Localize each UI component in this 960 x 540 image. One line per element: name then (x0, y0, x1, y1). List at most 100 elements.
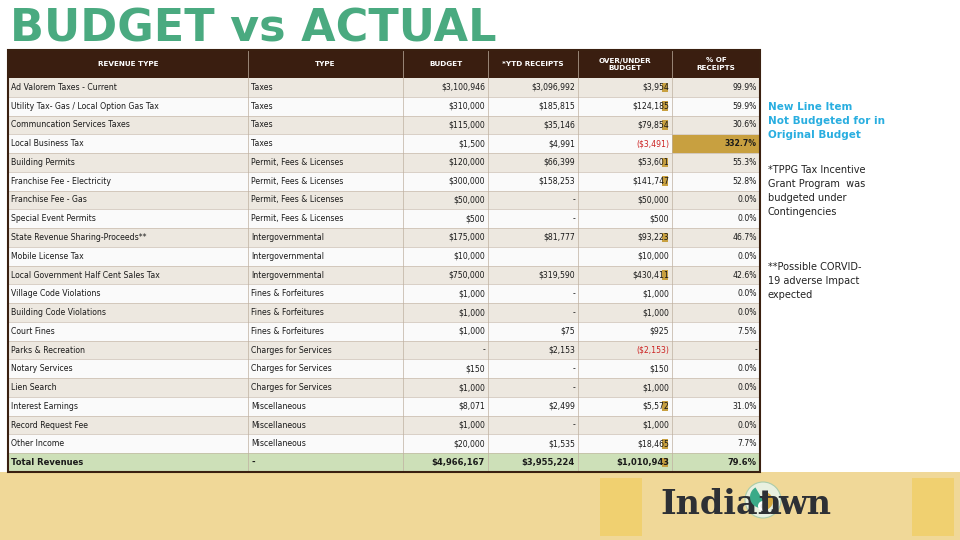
Text: $93,223: $93,223 (637, 233, 669, 242)
Text: Notary Services: Notary Services (11, 364, 73, 373)
Text: -: - (572, 308, 575, 317)
Text: Franchise Fee - Gas: Franchise Fee - Gas (11, 195, 86, 205)
Text: $35,146: $35,146 (543, 120, 575, 130)
Text: $158,253: $158,253 (539, 177, 575, 186)
Text: 59.9%: 59.9% (732, 102, 757, 111)
Bar (8, 50, 760, 78)
Text: Village Code Violations: Village Code Violations (11, 289, 101, 298)
Bar (662, 102, 668, 111)
Text: -: - (482, 346, 485, 355)
Text: Permit, Fees & Licenses: Permit, Fees & Licenses (251, 214, 344, 223)
Text: 46.7%: 46.7% (732, 233, 757, 242)
Text: $500: $500 (650, 214, 669, 223)
Text: $115,000: $115,000 (448, 120, 485, 130)
Bar (8, 50, 760, 472)
Bar (8, 435, 760, 453)
Bar (8, 397, 760, 416)
Text: -: - (572, 195, 575, 205)
Bar (662, 83, 668, 92)
Text: Court Fines: Court Fines (11, 327, 55, 336)
Text: Fines & Forfeitures: Fines & Forfeitures (251, 289, 324, 298)
Text: $75: $75 (561, 327, 575, 336)
Text: $150: $150 (649, 364, 669, 373)
Text: Taxes: Taxes (251, 102, 273, 111)
Text: ($3,491): ($3,491) (636, 139, 669, 148)
Bar (672, 135, 759, 152)
Text: Fines & Forfeitures: Fines & Forfeitures (251, 308, 324, 317)
Text: $500: $500 (466, 214, 485, 223)
Circle shape (760, 503, 765, 509)
Bar (8, 50, 760, 472)
Bar (8, 116, 760, 134)
Text: Charges for Services: Charges for Services (251, 364, 332, 373)
Text: New Line Item
Not Budgeted for in
Original Budget: New Line Item Not Budgeted for in Origin… (768, 102, 885, 140)
Text: % OF
RECEIPTS: % OF RECEIPTS (697, 57, 735, 71)
Text: -: - (572, 383, 575, 392)
Text: Parks & Recreation: Parks & Recreation (11, 346, 85, 355)
Text: $3,096,992: $3,096,992 (531, 83, 575, 92)
Bar (8, 322, 760, 341)
Text: Communcation Services Taxes: Communcation Services Taxes (11, 120, 130, 130)
Text: Ad Valorem Taxes - Current: Ad Valorem Taxes - Current (11, 83, 117, 92)
Text: -: - (572, 289, 575, 298)
Text: $750,000: $750,000 (448, 271, 485, 280)
Bar (0, 472, 960, 540)
Text: Interest Earnings: Interest Earnings (11, 402, 78, 411)
Text: $1,500: $1,500 (458, 139, 485, 148)
Text: Indian: Indian (660, 489, 781, 522)
Text: $1,000: $1,000 (642, 421, 669, 430)
Text: $2,499: $2,499 (548, 402, 575, 411)
Text: $1,000: $1,000 (642, 308, 669, 317)
Text: ($2,153): ($2,153) (636, 346, 669, 355)
Text: $10,000: $10,000 (637, 252, 669, 261)
Text: Local Government Half Cent Sales Tax: Local Government Half Cent Sales Tax (11, 271, 160, 280)
Text: $5,572: $5,572 (642, 402, 669, 411)
Text: 7.7%: 7.7% (737, 440, 757, 448)
Bar (662, 120, 668, 130)
Bar (8, 378, 760, 397)
Text: $1,535: $1,535 (548, 440, 575, 448)
Text: Miscellaneous: Miscellaneous (251, 440, 306, 448)
Bar (8, 416, 760, 435)
Text: 332.7%: 332.7% (725, 139, 757, 148)
Text: $1,000: $1,000 (458, 327, 485, 336)
Text: 99.9%: 99.9% (732, 83, 757, 92)
Text: $141,747: $141,747 (632, 177, 669, 186)
Text: 0.0%: 0.0% (737, 364, 757, 373)
Text: Special Event Permits: Special Event Permits (11, 214, 96, 223)
Text: $20,000: $20,000 (453, 440, 485, 448)
Text: Taxes: Taxes (251, 120, 273, 130)
Bar (912, 478, 954, 536)
Text: 79.6%: 79.6% (728, 458, 757, 467)
Text: Intergovernmental: Intergovernmental (251, 233, 324, 242)
Circle shape (745, 482, 781, 518)
Text: 31.0%: 31.0% (732, 402, 757, 411)
Text: $4,966,167: $4,966,167 (432, 458, 485, 467)
Text: 42.6%: 42.6% (732, 271, 757, 280)
Text: Utility Tax- Gas / Local Option Gas Tax: Utility Tax- Gas / Local Option Gas Tax (11, 102, 158, 111)
Text: Fines & Forfeitures: Fines & Forfeitures (251, 327, 324, 336)
Text: 0.0%: 0.0% (737, 252, 757, 261)
Bar (662, 458, 668, 468)
Bar (8, 266, 760, 285)
Text: Building Code Violations: Building Code Violations (11, 308, 106, 317)
Text: State Revenue Sharing-Proceeds**: State Revenue Sharing-Proceeds** (11, 233, 147, 242)
Text: Mobile License Tax: Mobile License Tax (11, 252, 84, 261)
Bar (8, 360, 760, 378)
Bar (8, 191, 760, 210)
Text: $10,000: $10,000 (453, 252, 485, 261)
Text: *TPPG Tax Incentive
Grant Program  was
budgeted under
Contingencies: *TPPG Tax Incentive Grant Program was bu… (768, 165, 866, 217)
Bar (8, 247, 760, 266)
Text: Charges for Services: Charges for Services (251, 346, 332, 355)
Text: 0.0%: 0.0% (737, 195, 757, 205)
Text: $1,010,943: $1,010,943 (616, 458, 669, 467)
Text: Taxes: Taxes (251, 83, 273, 92)
Text: $310,000: $310,000 (448, 102, 485, 111)
Text: -: - (755, 346, 757, 355)
Text: $1,000: $1,000 (458, 421, 485, 430)
Bar (8, 134, 760, 153)
Text: -: - (251, 458, 254, 467)
Text: $18,465: $18,465 (637, 440, 669, 448)
Text: *YTD RECEIPTS: *YTD RECEIPTS (502, 61, 564, 67)
Text: -: - (572, 214, 575, 223)
